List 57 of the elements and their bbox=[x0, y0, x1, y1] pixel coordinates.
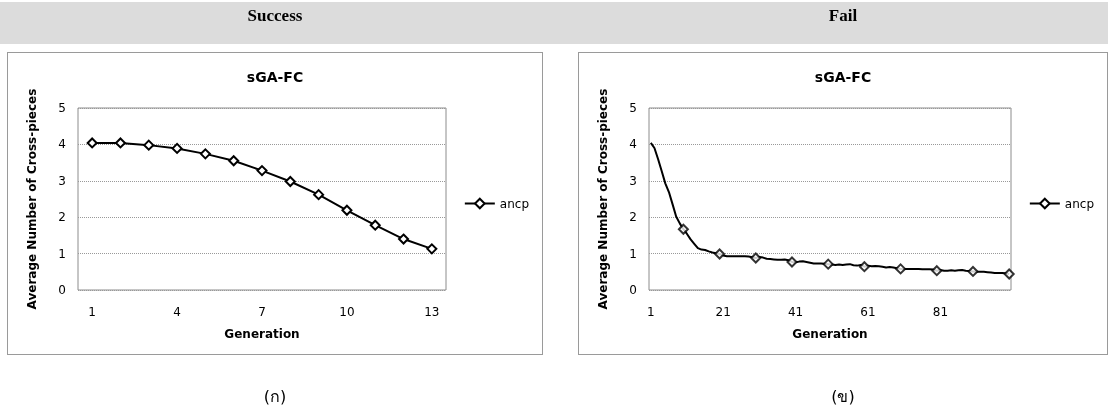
point bbox=[931, 265, 943, 277]
point bbox=[895, 263, 907, 275]
x-tick-label: 41 bbox=[787, 305, 804, 319]
x-tick-label: 1 bbox=[88, 305, 96, 319]
point bbox=[341, 204, 353, 216]
point bbox=[1003, 268, 1015, 280]
y-axis-title: Average Number of Cross-pieces bbox=[596, 88, 610, 310]
point bbox=[369, 219, 381, 231]
point bbox=[228, 155, 240, 167]
y-tick-label: 3 bbox=[629, 173, 637, 188]
point bbox=[86, 137, 98, 149]
y-tick-label: 1 bbox=[58, 246, 66, 261]
x-tick-label: 4 bbox=[173, 305, 181, 319]
x-tick-label: 81 bbox=[932, 305, 949, 319]
point bbox=[313, 189, 325, 201]
chart-title: sGA-FC bbox=[814, 69, 872, 85]
y-tick-label: 4 bbox=[629, 137, 637, 152]
point bbox=[677, 223, 689, 235]
point bbox=[426, 243, 438, 255]
y-tick-label: 2 bbox=[629, 210, 637, 225]
y-tick-label: 5 bbox=[629, 101, 637, 115]
point bbox=[143, 139, 155, 151]
text: Fail bbox=[827, 6, 859, 26]
point bbox=[714, 248, 726, 260]
point bbox=[967, 265, 979, 277]
x-tick-label: 61 bbox=[860, 305, 876, 319]
point bbox=[786, 256, 798, 268]
point bbox=[284, 176, 296, 188]
y-tick-label: 0 bbox=[629, 283, 637, 297]
chart-title: sGA-FC bbox=[246, 69, 304, 85]
point bbox=[858, 261, 870, 273]
y-tick-label: 5 bbox=[58, 101, 66, 115]
x-tick-label: 10 bbox=[339, 305, 355, 319]
x-tick-label: 13 bbox=[424, 305, 440, 319]
x-tick-label: 21 bbox=[715, 305, 731, 319]
x-axis-title: Generation bbox=[224, 327, 300, 341]
point bbox=[171, 142, 183, 154]
point bbox=[822, 258, 834, 270]
y-axis-title: Average Number of Cross-pieces bbox=[25, 88, 39, 310]
y-tick-label: 0 bbox=[58, 283, 66, 297]
x-tick-label: 1 bbox=[646, 305, 655, 319]
legend-label: ancp bbox=[499, 196, 530, 211]
text: (ก) bbox=[262, 386, 288, 408]
y-tick-label: 1 bbox=[629, 246, 637, 261]
text: (ข) bbox=[830, 386, 856, 408]
point bbox=[114, 137, 126, 149]
legend-label: ancp bbox=[1064, 196, 1095, 211]
point bbox=[398, 233, 410, 245]
point bbox=[750, 252, 762, 264]
point bbox=[199, 148, 211, 160]
y-tick-label: 2 bbox=[58, 210, 66, 225]
x-axis-title: Generation bbox=[792, 327, 868, 341]
x-tick-label: 7 bbox=[258, 305, 266, 319]
y-tick-label: 3 bbox=[58, 173, 66, 188]
point bbox=[256, 165, 268, 177]
text: Success bbox=[246, 6, 304, 26]
y-tick-label: 4 bbox=[58, 137, 66, 152]
